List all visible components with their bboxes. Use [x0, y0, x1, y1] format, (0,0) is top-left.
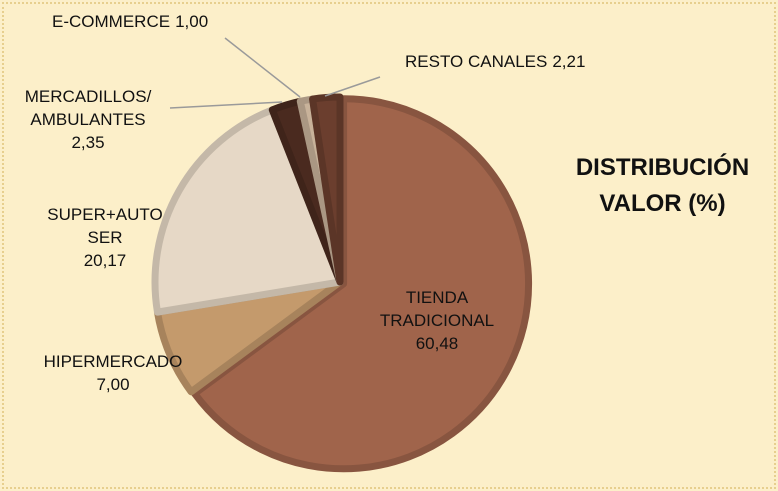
chart-title: DISTRIBUCIÓN VALOR (%) [575, 154, 750, 217]
category-label: MERCADILLOS/ AMBULANTES [24, 87, 152, 129]
value-label: 2,35 [71, 133, 105, 152]
pie-slice [191, 95, 533, 473]
category-label: SUPER+AUTO SER [47, 205, 163, 247]
value-label: 7,00 [96, 375, 130, 394]
pie-slice [309, 93, 344, 286]
value-label: 60,48 [415, 334, 459, 353]
category-label: E-COMMERCE [52, 12, 171, 31]
data-label: SUPER+AUTO SER 20,17 [30, 203, 180, 272]
value-label: 20,17 [83, 251, 127, 270]
category-label: TIENDA TRADICIONAL [379, 288, 495, 330]
category-label: RESTO CANALES [405, 52, 548, 71]
category-label: HIPERMERCADO [43, 352, 183, 371]
pie-slice [151, 106, 344, 316]
leader-line [169, 101, 283, 109]
data-label: E-COMMERCE 1,00 [52, 10, 208, 33]
leader-line [324, 76, 381, 97]
data-label: MERCADILLOS/ AMBULANTES 2,35 [3, 85, 173, 154]
data-label: RESTO CANALES 2,21 [405, 50, 585, 73]
data-label: TIENDA TRADICIONAL 60,48 [367, 286, 507, 355]
value-label: 2,21 [552, 52, 586, 71]
data-label: HIPERMERCADO 7,00 [18, 350, 208, 396]
leader-line [224, 37, 301, 98]
value-label: 1,00 [175, 12, 209, 31]
